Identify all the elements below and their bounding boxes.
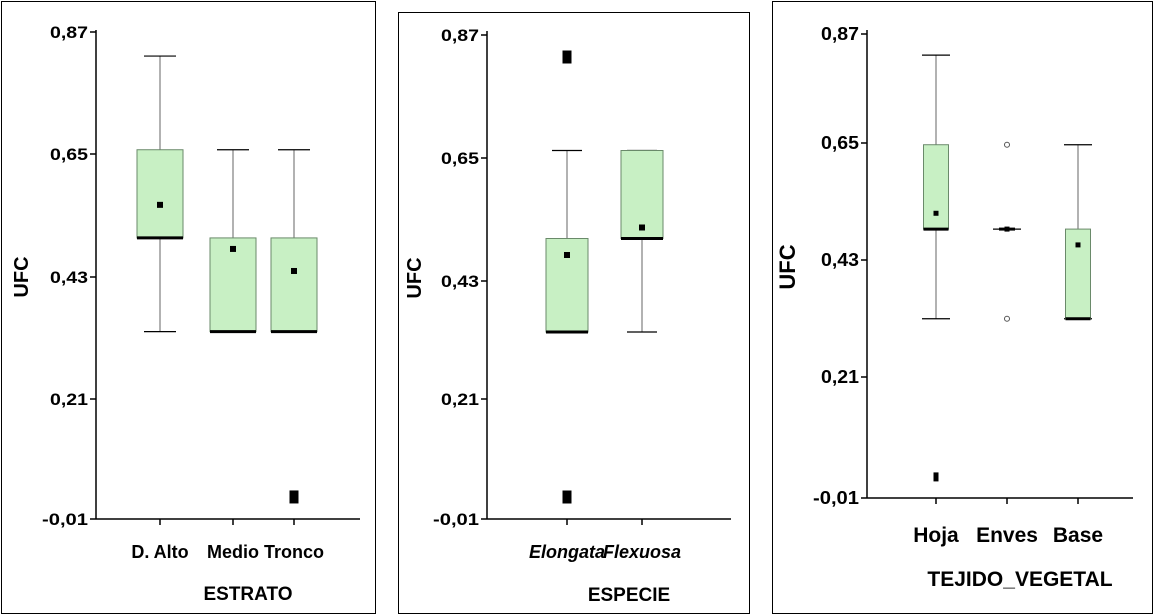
y-tick-label: -0,01 [42,510,88,529]
outlier-point [1004,315,1010,322]
y-tick-label: 0,21 [50,390,88,409]
y-axis-title: UFC [11,256,33,297]
x-category-label: Elongata [529,542,605,562]
x-category-label: D. Alto [131,542,188,562]
y-tick-label: 0,65 [441,149,479,168]
outlier-point [933,472,939,482]
outlier-point [1004,141,1010,148]
mean-marker [157,201,163,208]
x-category-label: Tronco [264,542,324,562]
box-iqr [209,237,257,333]
box-iqr [136,149,184,239]
boxplot-estrato: 0,87 0,65 0,43 0,21 -0,01 D. Alto Medio Tronco E… [11,23,360,605]
x-category-label: Flexuosa [603,542,681,562]
mean-marker [933,210,939,216]
x-axis-title: TEJIDO_VEGETAL [927,568,1112,591]
y-tick-label: 0,87 [821,24,859,44]
x-axis-title: ESTRATO [203,584,292,605]
y-tick-label: 0,87 [441,26,479,45]
x-category-label: Enves [976,524,1038,547]
chart-panel-tejido-vegetal: 0,87 0,65 0,43 0,21 -0,01 Hoja Enves Base TEJIDO… [772,1,1153,614]
y-tick-label: 0,87 [50,23,88,42]
mean-marker [564,252,570,258]
mean-marker [1004,226,1010,232]
x-category-label: Medio [207,542,259,562]
chart-panel-estrato: 0,87 0,65 0,43 0,21 -0,01 D. Alto Medio Tronco E… [1,1,376,614]
y-tick-label: -0,01 [813,488,859,508]
y-tick-label: 0,65 [821,133,859,153]
boxplot-tejido-vegetal: 0,87 0,65 0,43 0,21 -0,01 Hoja Enves Base TEJIDO… [775,24,1133,591]
mean-marker [230,245,236,252]
y-tick-label: 0,43 [441,272,479,291]
x-axis-title: ESPECIE [588,585,670,606]
mean-marker [1075,242,1081,248]
outlier-point [562,490,572,504]
box-iqr [620,150,664,239]
box-iqr [923,144,949,230]
y-axis-title: UFC [404,257,426,298]
y-tick-label: 0,43 [50,268,88,287]
outlier-point [289,490,299,504]
y-tick-label: 0,43 [821,250,859,270]
mean-marker [291,267,297,274]
y-axis-title: UFC [775,244,800,289]
x-category-label: Hoja [913,524,959,547]
y-tick-label: -0,01 [433,510,479,529]
x-category-label: Base [1053,524,1103,547]
y-tick-label: 0,65 [50,145,88,164]
chart-panel-especie: 0,87 0,65 0,43 0,21 -0,01 Elongata Flexuosa ESP… [398,12,750,614]
y-tick-label: 0,21 [821,367,859,387]
outlier-point [562,50,572,64]
box-iqr [270,237,318,333]
y-tick-label: 0,21 [441,390,479,409]
mean-marker [639,224,645,231]
